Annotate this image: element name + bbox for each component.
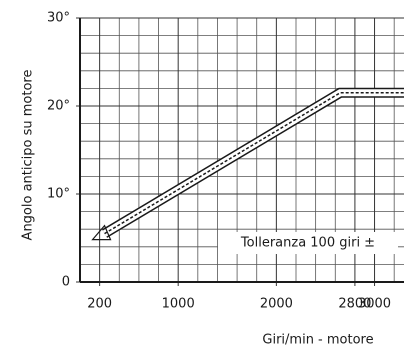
x-tick-label: 2800	[338, 297, 371, 312]
y-tick-label: 30°	[47, 11, 70, 26]
x-tick-label: 1000	[162, 297, 195, 312]
tolerance-band	[101, 87, 404, 238]
y-tick-label: 10°	[47, 187, 70, 202]
start-marker	[91, 224, 112, 241]
y-tick-label: 0	[62, 275, 70, 290]
x-axis-label: Giri/min - motore	[262, 333, 373, 348]
x-tick-label: 200	[87, 297, 112, 312]
y-axis-label: Angolo anticipo su motore	[21, 70, 36, 241]
annotation-box	[218, 232, 398, 254]
x-tick-label: 2000	[260, 297, 293, 312]
line	[104, 92, 404, 235]
annotation: Tolleranza 100 giri ±	[240, 236, 375, 251]
y-tick-label: 20°	[47, 99, 70, 114]
x-tick-label: 3000	[358, 297, 391, 312]
